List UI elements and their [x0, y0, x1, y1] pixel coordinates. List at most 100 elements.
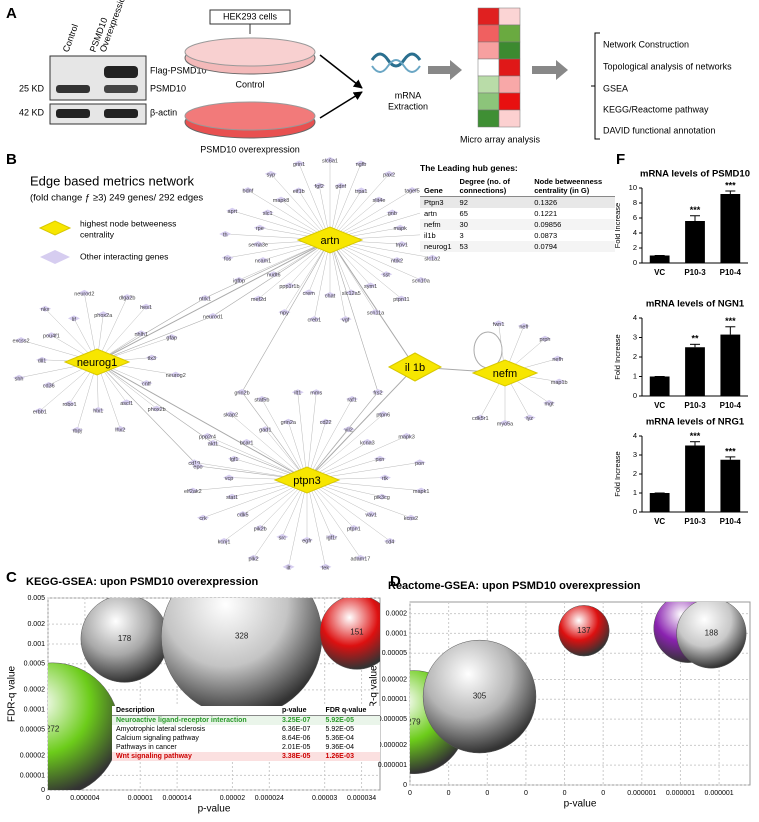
gene-label: nefh	[552, 357, 563, 363]
x-tick-label: 0.00003	[312, 795, 337, 802]
step-label: mRNA	[395, 90, 422, 100]
gene-label: chat	[325, 293, 336, 299]
heat-cell	[477, 58, 500, 77]
gene-node	[395, 295, 408, 302]
edge	[96, 239, 331, 363]
gene-label: ppp2r4	[199, 434, 216, 440]
gene-node	[499, 420, 511, 426]
gene-node	[400, 433, 413, 439]
heat-cell	[498, 41, 521, 60]
gene-label: slc1a2	[424, 256, 440, 262]
gene-node	[252, 241, 265, 248]
gene-node	[324, 157, 336, 163]
hub-node	[387, 352, 443, 382]
gene-node	[192, 463, 204, 469]
gene-node	[140, 380, 153, 387]
y-tick-label: 1	[633, 488, 637, 497]
y-axis-label: FDR-q value	[369, 665, 380, 722]
panel-label: B	[6, 151, 17, 168]
gene-node	[240, 439, 253, 446]
gene-label: grin2b	[234, 390, 249, 396]
y-tick-label: 0	[633, 507, 637, 516]
gene-node	[282, 563, 295, 570]
hub-label: neurog1	[77, 357, 117, 369]
gene-label: cd4	[386, 539, 395, 545]
x-tick-label: 0	[524, 790, 528, 797]
gene-label: creb1	[307, 318, 321, 324]
hub-node	[296, 226, 364, 254]
table-cell: 0.0873	[534, 231, 558, 240]
gene-label: grin1	[293, 162, 305, 168]
gene-node	[15, 337, 28, 344]
bar	[720, 459, 741, 512]
gene-label: gad1	[259, 428, 271, 434]
gene-label: frs2	[373, 390, 382, 396]
edge	[96, 297, 206, 363]
column-header: Description	[112, 706, 278, 716]
bar	[720, 194, 741, 263]
x-axis-label: p-value	[198, 804, 231, 815]
gene-label: ptpn6	[376, 413, 390, 419]
x-tick-label: P10-3	[684, 268, 706, 277]
bar	[649, 376, 670, 396]
bubble-label: 178	[118, 634, 132, 643]
gene-node	[334, 182, 347, 189]
y-tick-label: 0.000001	[378, 762, 407, 769]
gene-node	[264, 170, 277, 177]
gene-label: th	[223, 232, 228, 238]
gene-label: mapk3	[398, 434, 415, 440]
y-tick-label: 2	[633, 352, 637, 361]
gene-label: hes1	[140, 305, 152, 311]
gene-node	[325, 533, 338, 540]
hub-node	[471, 359, 539, 387]
x-tick-label: 0	[601, 790, 605, 797]
bubbles: 272 178 328 151	[48, 598, 380, 790]
gene-label: fos	[224, 256, 232, 262]
gene-node	[255, 396, 268, 403]
table-row: nefm 30 0.09856	[420, 219, 615, 230]
band-label: Flag-PSMD10	[150, 65, 207, 75]
y-tick-label: 0.0002	[386, 610, 408, 617]
gene-node	[92, 406, 105, 413]
table-cell: 5.36E-04	[325, 735, 354, 742]
edge	[329, 239, 376, 313]
gene-label: kcns2	[404, 516, 418, 522]
gene-node	[282, 418, 295, 425]
table-cell: 0.0794	[534, 242, 558, 251]
gene-label: syp	[267, 172, 276, 178]
gene-node	[197, 514, 210, 521]
hub-label: ptpn3	[293, 475, 321, 487]
gene-label: ascl1	[120, 401, 133, 407]
gene-node	[114, 425, 127, 432]
heat-cell	[477, 41, 500, 60]
gene-label: fwn1	[493, 322, 505, 328]
y-axis-label: Fold Increase	[613, 203, 622, 248]
gene-label: ilt1	[294, 391, 301, 397]
table-cell: Wnt signaling pathway	[116, 753, 192, 760]
legend-label: Other interacting genes	[80, 251, 168, 261]
gene-label: phox2b	[148, 407, 166, 413]
gene-node	[275, 196, 288, 203]
gene-label: pik2b	[254, 526, 267, 532]
gene-label: gdnf	[335, 184, 346, 190]
gene-label: ptpn11	[393, 297, 409, 303]
dish-label: Control	[235, 79, 264, 89]
step-label: Extraction	[388, 101, 428, 111]
heat-cell	[477, 92, 500, 111]
edge	[258, 239, 331, 299]
gene-label: stat5b	[254, 397, 269, 403]
gene-node	[342, 426, 355, 433]
gene-node	[492, 320, 505, 327]
band	[104, 66, 138, 78]
y-tick-label: 10	[629, 183, 637, 192]
y-tick-label: 0.000005	[378, 716, 407, 723]
gene-node	[145, 354, 158, 361]
gene-node	[372, 389, 384, 395]
gene-label: kcnj1	[218, 539, 231, 545]
panel-label: D	[390, 573, 401, 590]
gene-label: bcar1	[240, 441, 254, 447]
x-tick-label: 0	[563, 790, 567, 797]
table-row: Calcium signaling pathway 8.64E-06 5.36E-0…	[112, 734, 380, 743]
bubble	[676, 602, 747, 669]
gene-node	[377, 411, 390, 418]
